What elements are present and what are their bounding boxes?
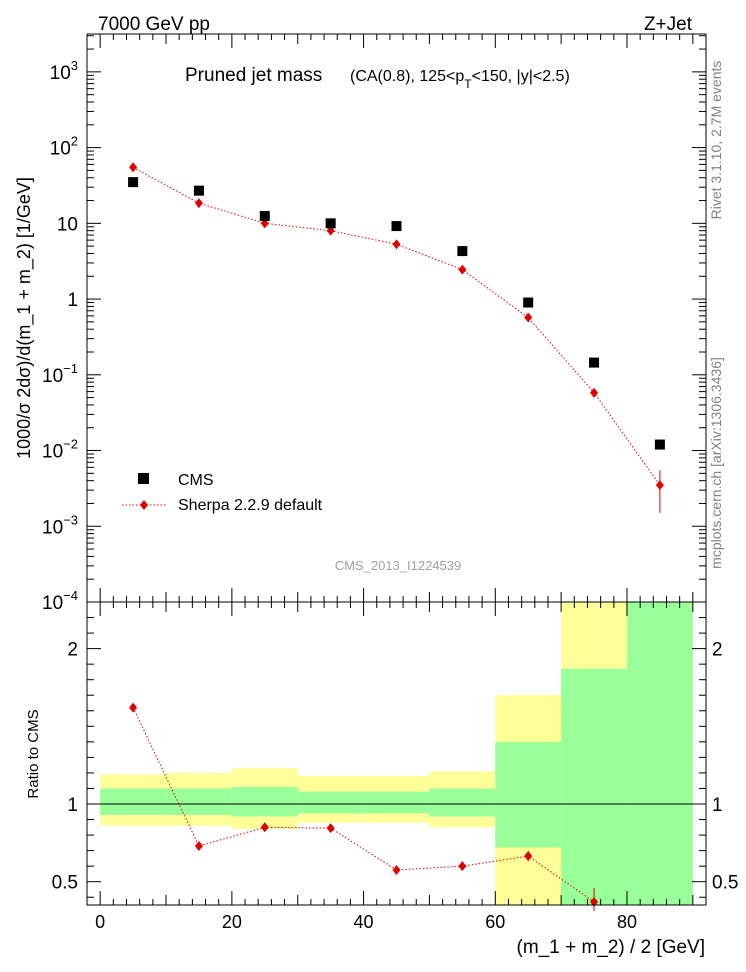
main-y-tick-label: 10 [57,214,78,235]
cms-series [128,177,665,450]
main-y-tick-label: 10−1 [42,361,78,387]
sherpa-point [524,312,533,323]
plot-title: Pruned jet mass [185,65,322,86]
ratio-point [326,823,335,834]
ratio-x-tick-label: 80 [617,912,637,932]
ratio-band-green [495,741,562,848]
sherpa-series [129,162,664,513]
main-x-ticks [99,34,694,602]
ratio-y-tick-label: 1 [67,795,78,816]
main-y-tick-label: 102 [50,134,78,160]
ratio-point [458,861,467,872]
cms-point [654,439,665,450]
ratio-bands [100,602,693,905]
ratio-y-tick-label-right: 2 [712,640,723,661]
ratio-point [194,840,203,851]
cms-point [193,185,204,196]
ratio-x-tick-label: 0 [95,912,105,932]
tick-exponent: −1 [63,361,78,376]
ratio-y-tick-label: 0.5 [52,873,78,894]
main-y-tick-label: 1 [67,290,78,311]
ratio-point [129,702,138,713]
tick-base: 10 [50,63,71,84]
cms-point [391,221,402,232]
ratio-panel: 0.5 0.5 1 1 2 2 0 20 40 60 80 Ratio to CMS (m_1 +… [25,601,738,958]
legend-cms-marker [138,473,149,484]
ratio-point [260,822,269,833]
ratio-x-tick-label: 40 [354,912,374,932]
plot-subtitle-pre: (CA(0.8), 125<p [350,68,464,85]
tick-base: 10 [42,442,63,463]
main-y-label: 1000/σ 2dσ)/d(m_1 + m_2) [1/GeV] [14,177,35,459]
ratio-point [524,851,533,862]
sherpa-point [458,264,467,275]
sherpa-point [655,480,664,491]
ratio-x-tick-label: 60 [485,912,505,932]
sherpa-point [194,198,203,209]
plot-subtitle-sub: T [464,77,472,91]
cms-point [523,297,534,308]
main-y-tick-label: 10−4 [42,588,78,614]
source-label: mcplots.cern.ch [arXiv:1306.3436] [708,357,724,569]
legend-sherpa-marker [140,500,148,510]
main-y-tick-label: 103 [50,58,78,84]
ratio-x-tick-label: 20 [222,912,242,932]
ratio-band-green [429,788,496,817]
legend-sherpa-label: Sherpa 2.2.9 default [178,497,323,514]
ratio-y-tick-label: 2 [67,640,78,661]
ratio-y-ticks: 0.5 0.5 1 1 2 2 [52,617,738,898]
ratio-band-green [100,788,167,815]
ratio-y-tick-label-right: 1 [712,795,723,816]
cms-point [325,218,336,229]
cms-point [259,210,270,221]
sherpa-point [392,239,401,250]
sherpa-point [590,387,599,398]
ratio-band-green [363,791,430,814]
cms-point [128,177,139,188]
ratio-series [129,702,599,912]
tick-exponent: 2 [71,134,78,149]
ratio-point [392,865,401,876]
ratio-line [132,707,595,903]
ratio-band-green [231,786,298,817]
sherpa-point [129,162,138,173]
ratio-band-green [626,602,693,905]
ratio-x-ticks: 0 20 40 60 80 [95,602,694,932]
plot-subtitle: (CA(0.8), 125<pT<150, |y|<2.5) [350,68,570,91]
ratio-frame [86,601,707,906]
ratio-band-green [166,788,232,815]
main-y-tick-label: 10−2 [42,437,78,463]
legend-cms-label: CMS [178,472,214,489]
tick-exponent: −2 [63,437,78,452]
cms-point [589,357,600,368]
energy-label: 7000 GeV pp [98,14,210,35]
ratio-y-label: Ratio to CMS [25,709,42,798]
legend: CMS Sherpa 2.2.9 default [122,472,323,514]
tick-exponent: 3 [71,58,78,73]
ratio-point [590,896,599,907]
rivet-label: Rivet 3.1.10, 2.7M events [708,61,724,220]
tick-base: 10 [42,517,63,538]
cms-point [457,246,468,257]
x-axis-label: (m_1 + m_2) / 2 [GeV] [517,937,706,958]
tick-base: 10 [50,139,71,160]
main-y-tick-label: 10−3 [42,512,78,538]
tick-exponent: −3 [63,512,78,527]
main-frame [86,33,707,603]
process-label: Z+Jet [644,14,693,35]
ratio-band-green [297,791,364,814]
tick-exponent: −4 [63,588,78,603]
sherpa-line [132,166,661,486]
plot-subtitle-post: <150, |y|<2.5) [472,68,570,85]
tick-base: 10 [42,366,63,387]
analysis-label: CMS_2013_I1224539 [335,558,462,573]
ratio-y-tick-label-right: 0.5 [712,873,738,894]
ratio-band-green [561,668,627,905]
tick-base: 10 [42,593,63,614]
